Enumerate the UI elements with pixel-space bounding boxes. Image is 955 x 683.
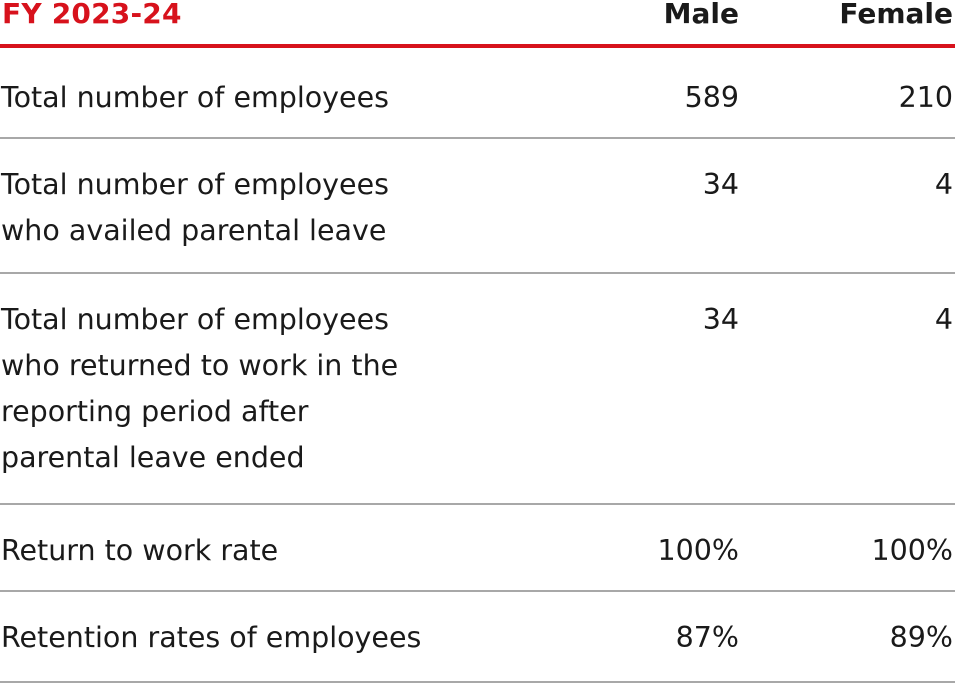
table-title: FY 2023-24 [2, 0, 182, 30]
male-value: 34 [702, 168, 739, 201]
male-value: 100% [657, 534, 739, 567]
female-value: 89% [889, 621, 953, 654]
column-header-male: Male [663, 0, 739, 30]
table-row: Total number of employees who availed pa… [0, 139, 955, 274]
female-value: 4 [934, 303, 953, 336]
table-row: Return to work rate 100% 100% [0, 505, 955, 592]
row-label: Total number of employees [1, 81, 389, 114]
female-value: 210 [898, 81, 953, 114]
column-header-female: Female [839, 0, 953, 30]
table-row: Total number of employees who returned t… [0, 274, 955, 505]
table-row: Total number of employees 589 210 [0, 48, 955, 139]
female-value: 100% [871, 534, 953, 567]
male-value: 589 [684, 81, 739, 114]
male-value: 87% [675, 621, 739, 654]
row-label: Retention rates of employees [1, 621, 422, 654]
row-label: Total number of employees who returned t… [1, 303, 399, 474]
male-value: 34 [702, 303, 739, 336]
table-header: FY 2023-24 Male Female [0, 0, 955, 48]
table-row: Retention rates of employees 87% 89% [0, 592, 955, 683]
row-label: Return to work rate [1, 534, 279, 567]
female-value: 4 [934, 168, 953, 201]
row-label: Total number of employees who availed pa… [1, 168, 389, 247]
